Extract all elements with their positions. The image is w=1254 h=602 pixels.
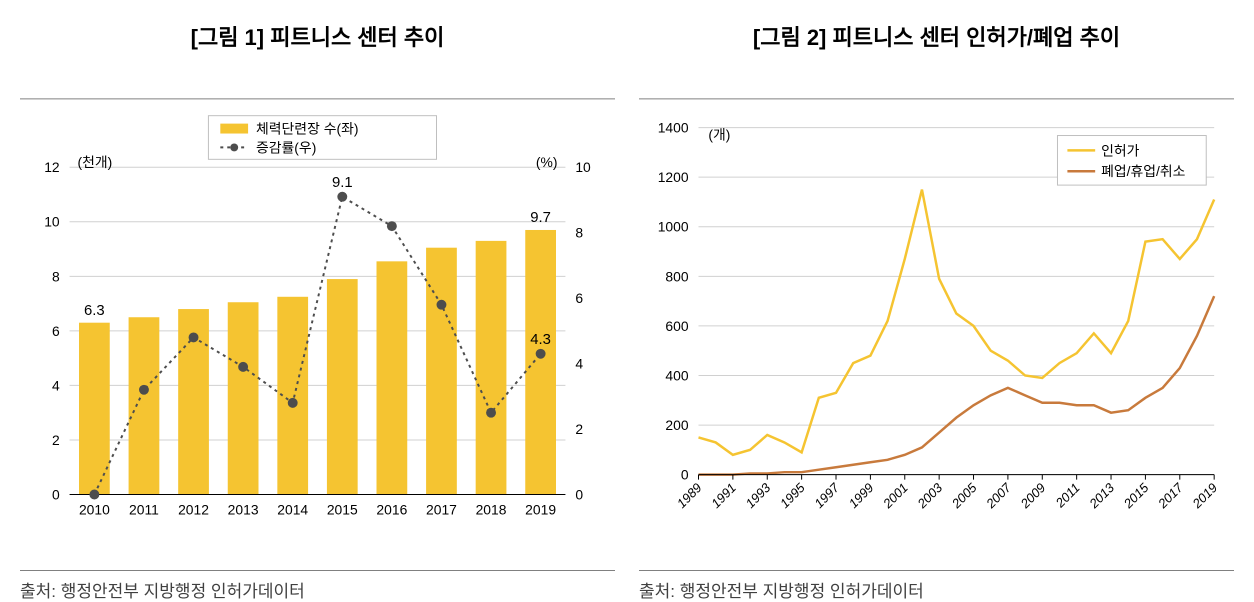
- svg-text:1989: 1989: [674, 480, 705, 511]
- svg-text:1999: 1999: [846, 480, 877, 511]
- svg-text:4: 4: [575, 356, 583, 372]
- panel-chart-2: [그림 2] 피트니스 센터 인허가/폐업 추이 0 200 400 600 800 10…: [639, 10, 1234, 602]
- svg-text:2015: 2015: [327, 501, 358, 517]
- svg-text:2001: 2001: [879, 480, 911, 512]
- chart2-area: 0 200 400 600 800 1000 1200 1400 (개) 198919911993…: [639, 70, 1234, 562]
- svg-text:6: 6: [575, 290, 583, 306]
- svg-text:2011: 2011: [129, 501, 159, 517]
- svg-text:2007: 2007: [982, 479, 1014, 511]
- svg-text:체력단련장 수(좌): 체력단련장 수(좌): [256, 121, 358, 137]
- svg-text:폐업/휴업/취소: 폐업/휴업/취소: [1101, 163, 1186, 179]
- svg-text:증감률(우): 증감률(우): [256, 139, 316, 155]
- svg-text:400: 400: [665, 367, 688, 383]
- chart2-svg: 0 200 400 600 800 1000 1200 1400 (개) 198919911993…: [639, 70, 1234, 562]
- svg-text:0: 0: [52, 486, 60, 502]
- svg-text:2019: 2019: [525, 501, 556, 517]
- chart1-source: 출처: 행정안전부 지방행정 인허가데이터: [20, 570, 615, 602]
- svg-text:4: 4: [52, 377, 60, 393]
- svg-text:6.3: 6.3: [84, 303, 105, 319]
- svg-text:2017: 2017: [426, 501, 457, 517]
- svg-text:6: 6: [52, 323, 60, 339]
- svg-text:1997: 1997: [811, 479, 842, 510]
- svg-text:1995: 1995: [777, 479, 808, 510]
- svg-text:2: 2: [575, 421, 583, 437]
- svg-text:10: 10: [44, 214, 60, 230]
- svg-text:2016: 2016: [376, 501, 407, 517]
- svg-text:800: 800: [665, 268, 688, 284]
- svg-text:1993: 1993: [742, 479, 773, 510]
- svg-text:2012: 2012: [178, 501, 209, 517]
- svg-text:1000: 1000: [658, 219, 689, 235]
- svg-text:4.3: 4.3: [530, 332, 551, 348]
- svg-text:0: 0: [575, 486, 583, 502]
- svg-text:2005: 2005: [948, 479, 980, 511]
- svg-text:인허가: 인허가: [1101, 142, 1140, 158]
- svg-text:12: 12: [44, 159, 60, 175]
- chart2-source: 출처: 행정안전부 지방행정 인허가데이터: [639, 570, 1234, 602]
- chart1-svg: 0 2 4 6 8 10 12 0 2 4 6 8 10 (천개) (%) 2010 2011 2012 2013 2…: [20, 70, 615, 562]
- svg-text:2018: 2018: [476, 501, 507, 517]
- svg-text:2014: 2014: [277, 501, 308, 517]
- svg-text:200: 200: [665, 417, 688, 433]
- svg-text:600: 600: [665, 318, 688, 334]
- svg-text:2013: 2013: [228, 501, 259, 517]
- svg-text:1400: 1400: [658, 120, 689, 136]
- svg-text:(%): (%): [536, 154, 558, 170]
- svg-text:0: 0: [681, 467, 689, 483]
- svg-text:2009: 2009: [1017, 480, 1049, 512]
- svg-text:2013: 2013: [1086, 479, 1118, 511]
- panel-chart-1: [그림 1] 피트니스 센터 추이 0 2 4 6 8 10 12 0 2 4 6 8 10 (천개) (%…: [20, 10, 615, 602]
- svg-text:2011: 2011: [1052, 480, 1083, 511]
- svg-text:1991: 1991: [708, 480, 739, 511]
- svg-text:2: 2: [52, 432, 60, 448]
- svg-text:(개): (개): [708, 126, 730, 142]
- svg-text:9.1: 9.1: [332, 175, 353, 191]
- svg-text:8: 8: [52, 268, 60, 284]
- svg-text:10: 10: [575, 159, 591, 175]
- svg-text:(천개): (천개): [78, 154, 113, 170]
- page: [그림 1] 피트니스 센터 추이 0 2 4 6 8 10 12 0 2 4 6 8 10 (천개) (%…: [0, 0, 1254, 602]
- svg-text:2019: 2019: [1189, 480, 1221, 512]
- svg-text:2010: 2010: [79, 501, 110, 517]
- chart1-title: [그림 1] 피트니스 센터 추이: [20, 20, 615, 52]
- chart1-area: 0 2 4 6 8 10 12 0 2 4 6 8 10 (천개) (%) 2010 2011 2012 2013 2…: [20, 70, 615, 562]
- svg-text:2017: 2017: [1154, 479, 1186, 511]
- svg-text:2015: 2015: [1120, 479, 1152, 511]
- svg-text:8: 8: [575, 225, 583, 241]
- svg-text:9.7: 9.7: [530, 210, 551, 226]
- svg-text:1200: 1200: [658, 169, 689, 185]
- chart2-title: [그림 2] 피트니스 센터 인허가/폐업 추이: [639, 20, 1234, 52]
- svg-text:2003: 2003: [914, 479, 946, 511]
